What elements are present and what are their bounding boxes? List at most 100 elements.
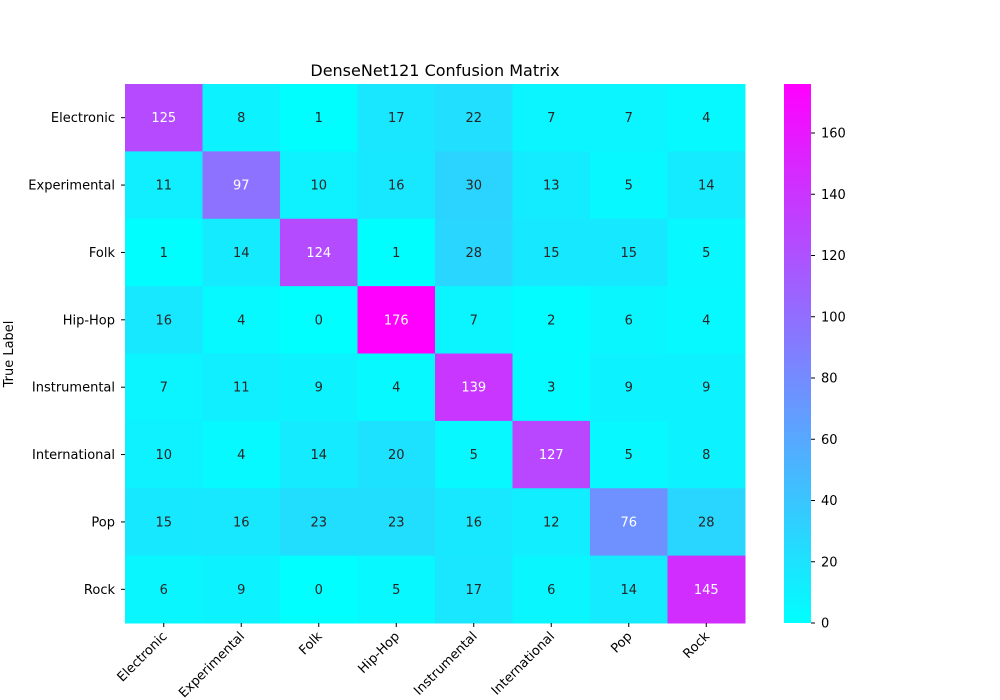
- cell-value-label: 0: [315, 313, 323, 328]
- heatmap-cell: [280, 420, 358, 489]
- heatmap-cell: [280, 151, 358, 220]
- cell-value-label: 8: [237, 111, 245, 126]
- cell-value-label: 20: [388, 448, 405, 463]
- cell-value-label: 15: [543, 246, 560, 261]
- cell-value-label: 22: [465, 111, 482, 126]
- cell-value-label: 6: [625, 313, 633, 328]
- x-tick-label: Folk: [297, 629, 326, 658]
- cell-value-label: 17: [388, 111, 405, 126]
- heatmap-cell: [512, 420, 591, 489]
- x-tick-label: Instrumental: [411, 629, 480, 698]
- heatmap-cell: [667, 84, 746, 152]
- heatmap-cell: [512, 151, 591, 220]
- y-tick-label: International: [32, 448, 115, 463]
- heatmap-cell: [667, 151, 746, 220]
- heatmap-cell: [202, 84, 281, 152]
- heatmap-cell: [280, 286, 358, 354]
- heatmap-cell: [667, 286, 746, 354]
- y-tick-label: Electronic: [51, 111, 115, 126]
- cell-value-label: 76: [620, 515, 637, 530]
- cell-value-label: 23: [388, 515, 405, 530]
- cell-value-label: 15: [620, 246, 637, 261]
- y-tick-label: Folk: [89, 246, 116, 261]
- cell-value-label: 7: [160, 381, 168, 396]
- cell-value-label: 2: [547, 313, 555, 328]
- cell-value-label: 1: [392, 246, 400, 261]
- cell-value-label: 10: [155, 448, 172, 463]
- heatmap-cell: [357, 151, 436, 220]
- cell-value-label: 16: [155, 313, 172, 328]
- colorbar-tick-label: 0: [821, 617, 829, 632]
- heatmap-cell: [202, 420, 281, 489]
- chart-title: DenseNet121 Confusion Matrix: [310, 61, 559, 80]
- cell-value-label: 12: [543, 515, 560, 530]
- heatmap-cell: [280, 218, 358, 287]
- heatmap-cell: [512, 555, 591, 624]
- heatmap-cell: [590, 218, 668, 287]
- heatmap-cell: [512, 218, 591, 287]
- colorbar-tick-label: 160: [821, 127, 846, 142]
- heatmap-cell: [357, 488, 436, 557]
- heatmap-cell: [512, 353, 591, 422]
- heatmap-cell: [590, 151, 668, 220]
- heatmap-cell: [280, 555, 358, 624]
- x-tick-label: Electronic: [115, 629, 171, 685]
- colorbar-ticks: 0 20 40 60 80 100 120 140 160: [811, 127, 846, 632]
- heatmap-cell: [202, 555, 281, 624]
- heatmap-cell: [512, 84, 591, 152]
- heatmap-cell: [435, 84, 513, 152]
- y-tick-label: Hip-Hop: [63, 313, 115, 328]
- heatmap-cell: [435, 555, 513, 624]
- y-tick-label: Pop: [91, 515, 115, 530]
- heatmap-cell: [357, 84, 436, 152]
- cell-value-label: 17: [465, 583, 482, 598]
- y-tick-labels: Electronic Experimental Folk Hip-Hop Instrum…: [28, 111, 125, 598]
- heatmap-cell: [280, 488, 358, 557]
- heatmap-cell: [280, 353, 358, 422]
- cell-value-label: 6: [547, 583, 555, 598]
- cell-value-label: 4: [237, 313, 245, 328]
- heatmap-cell: [512, 286, 591, 354]
- cell-value-label: 145: [694, 583, 719, 598]
- heatmap-cell: [667, 218, 746, 287]
- cell-value-label: 7: [625, 111, 633, 126]
- cell-value-label: 176: [384, 313, 409, 328]
- cell-value-label: 16: [233, 515, 250, 530]
- cell-value-label: 15: [155, 515, 172, 530]
- heatmap-cell: [590, 84, 668, 152]
- heatmap-cell: [667, 420, 746, 489]
- heatmap-cell: [125, 286, 203, 354]
- y-tick-label: Experimental: [28, 179, 115, 194]
- cell-value-label: 3: [547, 381, 555, 396]
- cell-value-label: 9: [702, 381, 710, 396]
- heatmap-cell: [125, 84, 203, 152]
- heatmap-cell: [202, 286, 281, 354]
- heatmap-cell: [590, 286, 668, 354]
- heatmap-cell: [435, 218, 513, 287]
- cell-value-label: 28: [698, 515, 715, 530]
- colorbar-tick-label: 100: [821, 310, 846, 325]
- colorbar-tick-label: 120: [821, 249, 846, 264]
- cell-value-label: 8: [702, 448, 710, 463]
- y-tick-label: Rock: [84, 583, 116, 598]
- cell-value-label: 11: [155, 179, 172, 194]
- cell-value-label: 4: [702, 111, 710, 126]
- cell-value-label: 124: [306, 246, 331, 261]
- cell-value-label: 14: [698, 179, 715, 194]
- heatmap-cell: [512, 488, 591, 557]
- heatmap-cell: [202, 353, 281, 422]
- heatmap-cell: [202, 488, 281, 557]
- x-tick-label: Hip-Hop: [355, 629, 403, 677]
- cell-value-label: 97: [233, 179, 250, 194]
- cell-value-label: 1: [160, 246, 168, 261]
- colorbar-tick-label: 140: [821, 188, 846, 203]
- heatmap-cell: [202, 151, 281, 220]
- x-tick-label: International: [489, 629, 558, 698]
- cell-value-label: 6: [160, 583, 168, 598]
- cell-value-label: 9: [315, 381, 323, 396]
- heatmap-cell: [435, 488, 513, 557]
- cell-value-label: 28: [465, 246, 482, 261]
- x-tick-labels: Electronic Experimental Folk Hip-Hop Instrum…: [115, 623, 713, 700]
- cell-value-label: 10: [310, 179, 327, 194]
